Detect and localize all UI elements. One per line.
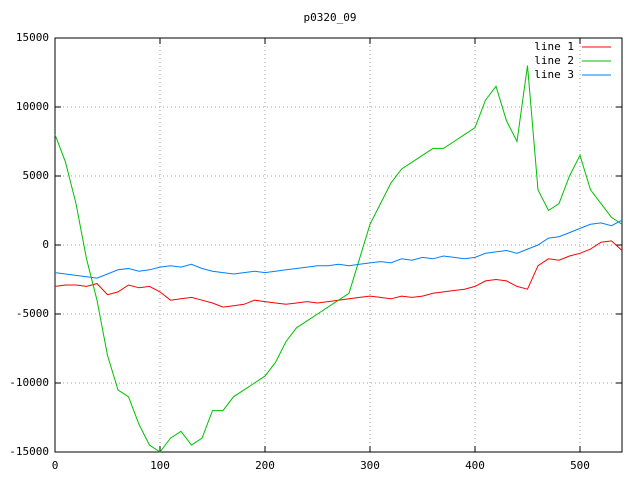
y-tick-label: 15000 xyxy=(16,31,49,44)
y-tick-label: 10000 xyxy=(16,100,49,113)
legend-label: line 2 xyxy=(534,54,574,67)
x-tick-label: 500 xyxy=(570,459,590,472)
series-line xyxy=(54,65,623,453)
plot-frame xyxy=(54,37,623,453)
y-tick-label: -10000 xyxy=(9,376,49,389)
legend-label: line 1 xyxy=(534,40,574,53)
y-tick-label: 5000 xyxy=(23,169,50,182)
legend-label: line 3 xyxy=(534,68,574,81)
x-tick-label: 100 xyxy=(150,459,170,472)
series-line xyxy=(54,219,623,279)
y-tick-label: -15000 xyxy=(9,445,49,458)
series-line xyxy=(54,240,623,308)
y-tick-label: -5000 xyxy=(16,307,49,320)
x-tick-label: 400 xyxy=(465,459,485,472)
y-tick-label: 0 xyxy=(42,238,49,251)
x-tick-label: 0 xyxy=(52,459,59,472)
chart-title: p0320_09 xyxy=(304,11,357,24)
x-tick-label: 200 xyxy=(255,459,275,472)
x-tick-label: 300 xyxy=(360,459,380,472)
